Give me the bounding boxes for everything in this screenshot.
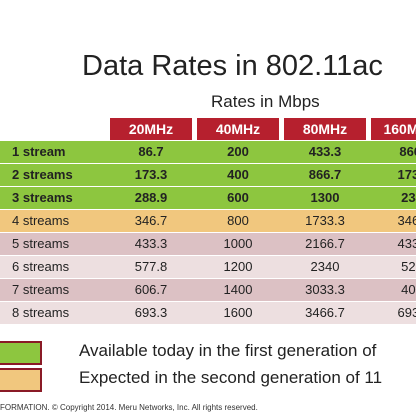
table-cell: 606.7 xyxy=(134,282,168,297)
table-row: 6 streams 577.8 1200 2340 520 xyxy=(0,256,416,278)
table-cell: 288.9 xyxy=(134,190,168,205)
row-label: 1 stream xyxy=(12,144,66,159)
table-cell: 3466.7 xyxy=(305,305,345,320)
slide-title: Data Rates in 802.11ac xyxy=(82,50,383,82)
row-label: 5 streams xyxy=(12,236,70,251)
table-cell: 200 xyxy=(227,144,249,159)
table-row: 1 stream 86.7 200 433.3 866. xyxy=(0,141,416,163)
table-row: 8 streams 693.3 1600 3466.7 6933 xyxy=(0,302,416,324)
table-cell: 433.3 xyxy=(134,236,168,251)
table-cell: 6933 xyxy=(397,305,416,320)
table-cell: 1300 xyxy=(310,190,340,205)
table-cell: 346.7 xyxy=(134,213,168,228)
table-cell: 173.3 xyxy=(134,167,168,182)
table-cell: 1733 xyxy=(397,167,416,182)
table-cell: 2166.7 xyxy=(305,236,345,251)
table-row: 4 streams 346.7 800 1733.3 3466 xyxy=(0,210,416,232)
table-cell: 1600 xyxy=(223,305,253,320)
table-cell: 800 xyxy=(227,213,249,228)
table-cell: 1200 xyxy=(223,259,253,274)
table-cell: 2340 xyxy=(310,259,340,274)
header-20mhz: 20MHz xyxy=(110,118,192,140)
table-cell: 693.3 xyxy=(134,305,168,320)
table-cell: 1733.3 xyxy=(305,213,345,228)
table-cell: 3466 xyxy=(397,213,416,228)
table-cell: 4333 xyxy=(397,236,416,251)
slide-subtitle: Rates in Mbps xyxy=(211,92,320,111)
table-cell: 866. xyxy=(399,144,416,159)
table-cell: 577.8 xyxy=(134,259,168,274)
table-cell: 600 xyxy=(227,190,249,205)
table-cell: 234 xyxy=(401,190,416,205)
row-label: 8 streams xyxy=(12,305,70,320)
header-80mhz: 80MHz xyxy=(284,118,366,140)
table-row: 2 streams 173.3 400 866.7 1733 xyxy=(0,164,416,186)
row-label: 7 streams xyxy=(12,282,70,297)
legend-swatch-gen1 xyxy=(0,341,42,365)
legend-text-gen2: Expected in the second generation of 11 xyxy=(79,368,383,387)
table-cell: 400 xyxy=(227,167,249,182)
table-cell: 433.3 xyxy=(308,144,342,159)
copyright-footer: FORMATION. © Copyright 2014. Meru Networ… xyxy=(0,403,258,412)
table-cell: 1400 xyxy=(223,282,253,297)
header-40mhz: 40MHz xyxy=(197,118,279,140)
table-row: 5 streams 433.3 1000 2166.7 4333 xyxy=(0,233,416,255)
table-cell: 3033.3 xyxy=(305,282,345,297)
row-label: 4 streams xyxy=(12,213,70,228)
legend-text-gen1: Available today in the first generation … xyxy=(79,341,377,360)
table-cell: 520 xyxy=(401,259,416,274)
row-label: 3 streams xyxy=(12,190,73,205)
row-label: 6 streams xyxy=(12,259,70,274)
table-cell: 1000 xyxy=(223,236,253,251)
legend-swatch-gen2 xyxy=(0,368,42,392)
row-label: 2 streams xyxy=(12,167,73,182)
table-cell: 866.7 xyxy=(308,167,342,182)
table-row: 3 streams 288.9 600 1300 234 xyxy=(0,187,416,209)
table-cell: 409 xyxy=(401,282,416,297)
header-160mhz: 160M xyxy=(371,118,416,140)
table-cell: 86.7 xyxy=(138,144,164,159)
table-row: 7 streams 606.7 1400 3033.3 409 xyxy=(0,279,416,301)
